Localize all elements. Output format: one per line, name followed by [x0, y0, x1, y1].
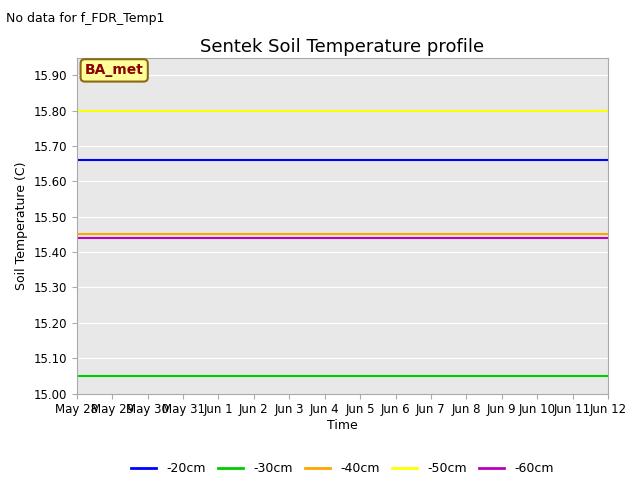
Legend: -20cm, -30cm, -40cm, -50cm, -60cm: -20cm, -30cm, -40cm, -50cm, -60cm — [126, 457, 559, 480]
Text: BA_met: BA_met — [84, 63, 143, 77]
Title: Sentek Soil Temperature profile: Sentek Soil Temperature profile — [200, 38, 484, 56]
Y-axis label: Soil Temperature (C): Soil Temperature (C) — [15, 161, 28, 290]
X-axis label: Time: Time — [327, 419, 358, 432]
Text: No data for f_FDR_Temp1: No data for f_FDR_Temp1 — [6, 12, 164, 25]
